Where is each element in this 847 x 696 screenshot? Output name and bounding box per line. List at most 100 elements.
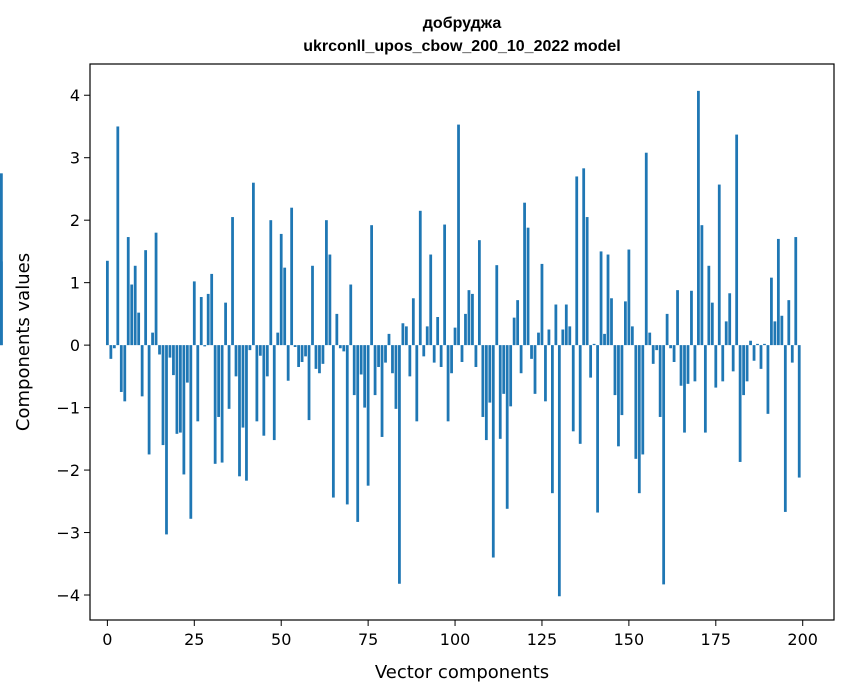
bar [321, 345, 325, 364]
bar [634, 345, 638, 459]
bar [217, 345, 221, 417]
bar [255, 345, 259, 422]
bar [697, 90, 700, 346]
bar [168, 345, 172, 358]
bar [328, 254, 332, 346]
x-tick-label: 0 [102, 630, 112, 649]
bar [144, 250, 148, 346]
bar [651, 345, 655, 364]
bar [763, 343, 766, 346]
bar [578, 345, 582, 444]
bar [370, 225, 373, 346]
bar [116, 126, 120, 346]
bar [394, 345, 398, 409]
bar [342, 345, 346, 352]
bar [738, 345, 742, 462]
bar [464, 313, 467, 346]
bar [502, 345, 506, 394]
bar [210, 273, 214, 346]
bar [206, 293, 210, 346]
bar [495, 265, 499, 346]
bar [766, 345, 770, 414]
x-axis-label: Vector components [375, 662, 549, 683]
bar [498, 345, 502, 439]
bar [662, 345, 666, 585]
bar [105, 260, 109, 346]
y-axis-ticks: −4 −3 −2 −1 0 1 2 3 4 [56, 86, 90, 605]
bar [356, 345, 360, 522]
x-tick-label: 75 [358, 630, 378, 649]
bar [526, 227, 530, 346]
bar [432, 345, 436, 363]
bar [690, 290, 693, 346]
bar [589, 345, 593, 378]
bar [561, 329, 565, 346]
bar [505, 345, 509, 509]
bar [439, 345, 443, 367]
x-tick-label: 200 [787, 630, 818, 649]
bar [773, 321, 777, 346]
bar [787, 300, 791, 346]
bar [610, 298, 613, 346]
plot-frame [89, 63, 835, 621]
bar [175, 345, 179, 434]
bar [269, 220, 273, 346]
bar [547, 329, 551, 346]
bar [717, 184, 721, 346]
bar [707, 265, 711, 346]
y-tick-label: 3 [70, 149, 80, 168]
bar [443, 224, 447, 346]
bar [272, 345, 276, 441]
bar [391, 345, 394, 374]
bar [509, 345, 513, 407]
bar [199, 297, 203, 346]
bar [606, 254, 610, 346]
bar [151, 332, 154, 346]
bar [669, 345, 672, 349]
bar [182, 345, 186, 475]
bar [300, 345, 304, 362]
bar [703, 345, 707, 433]
bars-group [0, 90, 801, 597]
bar [794, 237, 798, 346]
y-tick-label: −4 [56, 586, 80, 605]
bar [422, 345, 426, 357]
bar [710, 302, 714, 346]
chart-subtitle: ukrconll_upos_cbow_200_10_2022 model [303, 38, 620, 55]
bar [283, 267, 287, 346]
bar [349, 284, 353, 346]
x-tick-label: 150 [614, 630, 645, 649]
bar [544, 345, 547, 402]
bar [512, 317, 516, 346]
bar [467, 290, 471, 346]
bar [735, 134, 739, 346]
bar [530, 345, 533, 359]
x-tick-label: 125 [527, 630, 558, 649]
bar [425, 326, 429, 346]
bar [258, 345, 262, 356]
bar [564, 304, 568, 346]
bar [418, 210, 422, 346]
y-tick-label: −3 [56, 524, 80, 543]
bar [724, 321, 728, 346]
bar [238, 345, 241, 477]
bar [290, 207, 294, 346]
bar [245, 345, 248, 481]
bar [408, 345, 412, 377]
bar [790, 345, 794, 363]
bar [185, 345, 189, 383]
bar [537, 332, 540, 346]
bar [172, 345, 175, 376]
bar [683, 345, 686, 433]
bar [158, 345, 161, 355]
bar [286, 345, 290, 381]
y-tick-label: −2 [56, 461, 80, 480]
bar [380, 345, 384, 437]
bar [123, 345, 127, 402]
bar [488, 345, 492, 403]
bar [551, 345, 554, 494]
y-tick-label: 0 [70, 336, 80, 355]
bar [213, 345, 217, 464]
bar [745, 345, 749, 382]
bar [516, 300, 520, 346]
